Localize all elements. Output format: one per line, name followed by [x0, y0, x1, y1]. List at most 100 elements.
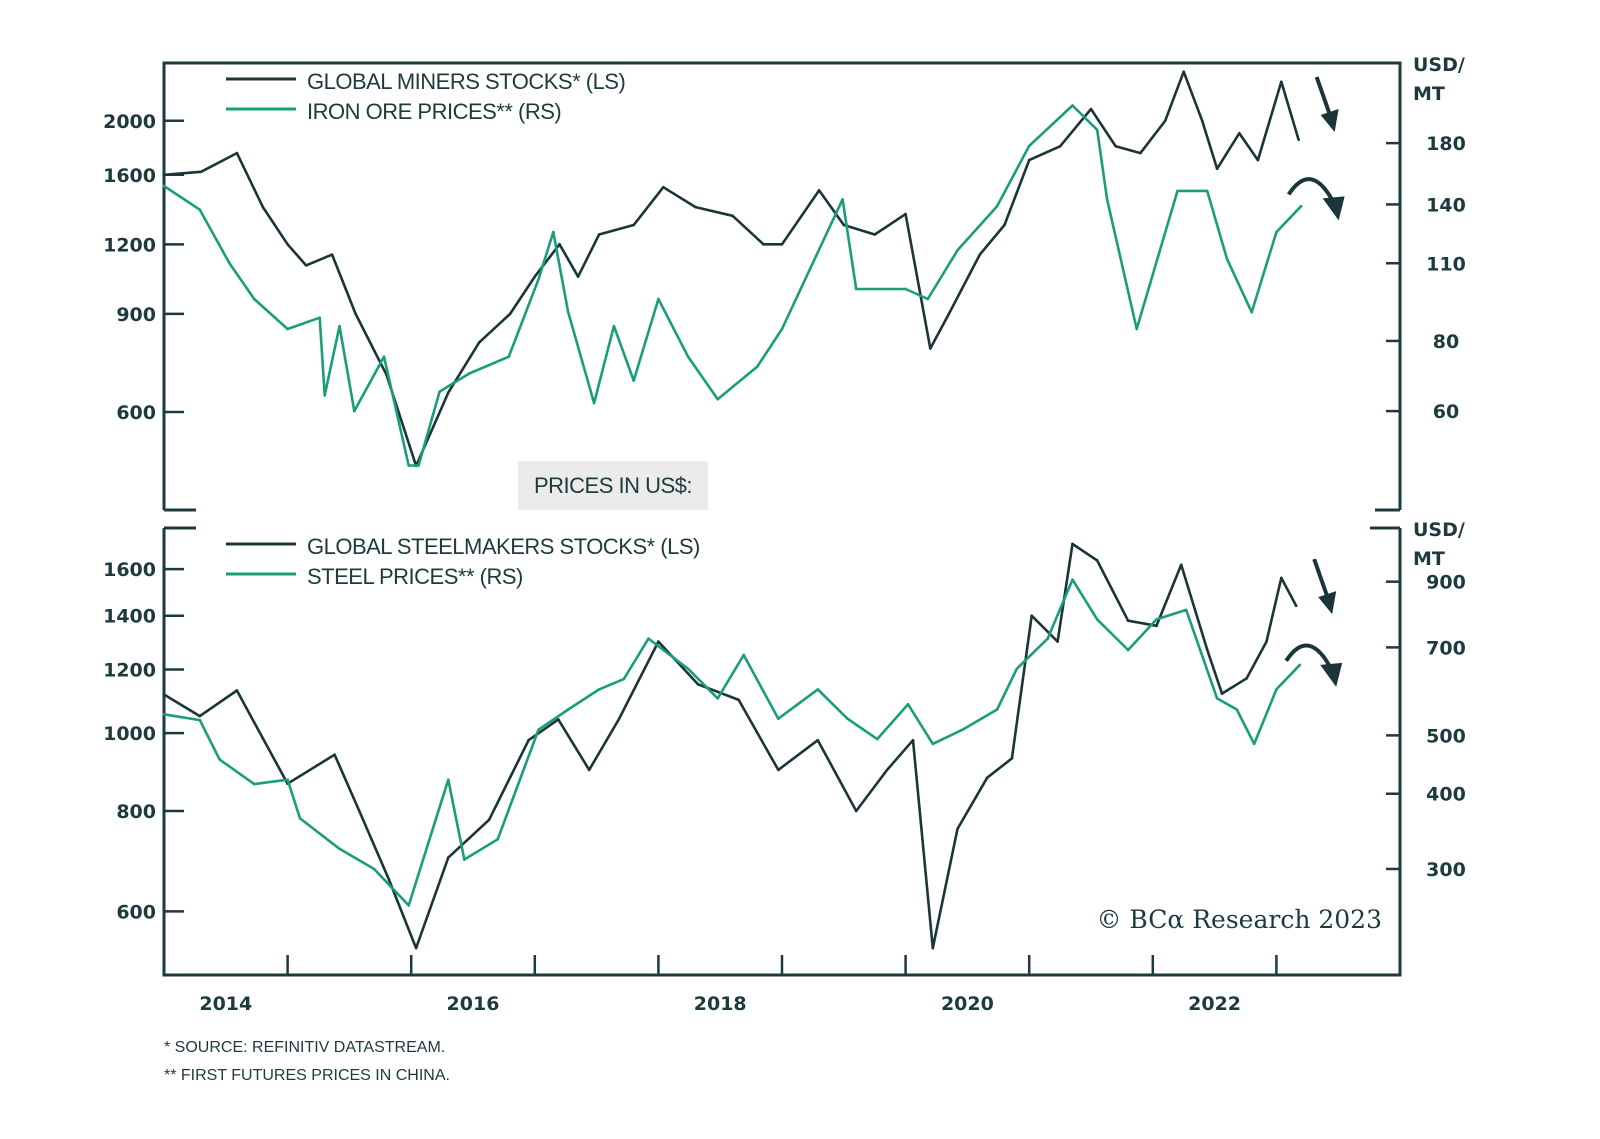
data-point: [323, 394, 326, 397]
right-axis-unit: MT: [1413, 83, 1445, 105]
data-point: [1235, 708, 1239, 711]
left-axis-tick-label: 1600: [103, 559, 156, 581]
data-point: [1027, 158, 1031, 162]
right-axis-tick-label: 140: [1426, 194, 1466, 216]
data-point: [662, 185, 665, 189]
data-point: [780, 243, 784, 246]
down-arrow-head-icon: [1320, 109, 1339, 133]
data-point: [198, 208, 202, 212]
data-point: [304, 264, 308, 267]
right-axis-tick-label: 400: [1426, 784, 1466, 806]
stocks-series-line: [163, 542, 1298, 950]
data-point: [873, 233, 876, 236]
x-axis-tick-label: 2022: [1188, 993, 1241, 1015]
data-point: [1298, 663, 1302, 667]
data-point: [592, 401, 596, 405]
data-point: [961, 728, 964, 731]
left-axis-tick-label: 1200: [103, 659, 156, 681]
data-point: [956, 248, 959, 252]
data-point: [1071, 542, 1074, 546]
left-axis-tick-label: 1600: [103, 165, 156, 187]
data-point: [854, 287, 858, 291]
data-point: [904, 287, 907, 291]
data-point: [382, 355, 386, 358]
data-point: [1238, 131, 1241, 135]
data-point: [446, 391, 450, 394]
data-point: [1294, 604, 1298, 608]
data-point: [622, 677, 626, 681]
data-point: [1015, 667, 1019, 671]
data-point: [507, 355, 511, 358]
data-point: [842, 223, 846, 227]
data-point: [1215, 697, 1219, 700]
credit: © BCα Research 2023: [1096, 905, 1382, 934]
left-axis-tick-label: 600: [116, 901, 156, 923]
left-axis-tick-label: 800: [116, 801, 156, 823]
data-point: [1114, 144, 1118, 148]
data-point: [1071, 578, 1074, 581]
data-point: [931, 742, 935, 746]
data-point: [1135, 327, 1139, 331]
data-point: [995, 204, 999, 208]
data-point: [537, 728, 540, 731]
data-point: [632, 223, 635, 227]
data-point: [417, 464, 420, 467]
data-point: [286, 778, 289, 782]
left-axis-tick-label: 1400: [103, 606, 156, 628]
data-point: [875, 737, 879, 741]
data-point: [414, 946, 418, 950]
right-axis-tick-label: 80: [1433, 331, 1459, 353]
data-point: [338, 324, 341, 328]
data-point: [1010, 757, 1014, 760]
data-point: [742, 653, 745, 657]
data-point: [162, 173, 166, 177]
left-axis-tick-label: 1000: [103, 723, 156, 745]
data-point: [198, 718, 202, 722]
data-point: [318, 316, 322, 319]
data-point: [467, 372, 471, 375]
data-point: [438, 390, 441, 393]
data-point: [906, 703, 910, 706]
data-point: [446, 778, 450, 782]
data-point: [657, 640, 660, 643]
data-point: [762, 243, 765, 246]
data-point: [846, 717, 849, 720]
data-point: [612, 324, 616, 328]
data-point: [1252, 742, 1256, 746]
data-point: [1280, 80, 1283, 84]
data-point: [446, 856, 450, 859]
right-axis-tick-label: 300: [1426, 859, 1466, 881]
data-point: [1225, 257, 1229, 261]
data-point: [552, 230, 555, 234]
data-point: [617, 718, 621, 721]
data-point: [338, 847, 341, 851]
down-arrow-head-icon: [1318, 591, 1337, 615]
data-point: [353, 409, 356, 413]
down-arrow-icon: [1314, 76, 1333, 118]
data-point: [597, 233, 601, 236]
data-point: [330, 253, 334, 256]
data-point: [755, 365, 759, 368]
prices-box: [518, 461, 708, 510]
data-point: [776, 768, 780, 772]
legend-label: IRON ORE PRICES** (RS): [307, 99, 561, 124]
legend-label: GLOBAL MINERS STOCKS* (LS): [307, 69, 625, 94]
data-point: [1155, 618, 1158, 621]
data-point: [947, 312, 951, 316]
right-axis-unit: USD/: [1413, 54, 1465, 76]
data-point: [1139, 151, 1142, 155]
data-point: [1095, 128, 1099, 132]
data-point: [841, 197, 844, 201]
data-point: [731, 214, 734, 218]
data-point: [1056, 640, 1059, 643]
right-axis-tick-label: 180: [1426, 133, 1466, 155]
data-point: [1126, 648, 1130, 652]
data-point: [1200, 119, 1204, 123]
x-axis-tick-label: 2018: [694, 993, 747, 1015]
data-point: [198, 714, 202, 718]
data-point: [496, 838, 500, 841]
data-point: [1184, 608, 1188, 612]
data-point: [357, 809, 361, 813]
data-point: [696, 683, 700, 686]
